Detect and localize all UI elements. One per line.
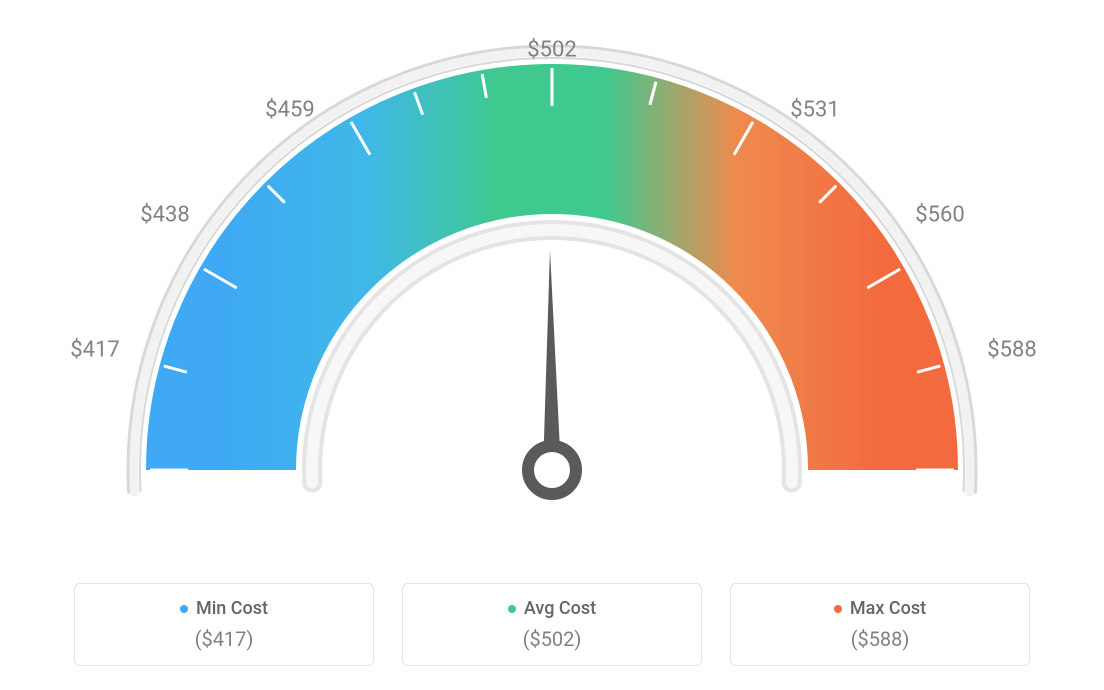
legend-card-min: Min Cost ($417) xyxy=(74,583,374,666)
legend-card-avg: Avg Cost ($502) xyxy=(402,583,702,666)
gauge-tick-label: $588 xyxy=(987,338,1036,363)
gauge-tick-label: $502 xyxy=(527,38,576,63)
legend-label-min: Min Cost xyxy=(91,598,357,619)
legend-label-avg: Avg Cost xyxy=(419,598,685,619)
gauge-svg xyxy=(40,20,1064,560)
dot-icon xyxy=(180,605,188,613)
gauge-tick-label: $438 xyxy=(140,203,189,228)
legend-label-avg-text: Avg Cost xyxy=(524,598,596,619)
legend-value-min: ($417) xyxy=(91,627,357,651)
legend-label-min-text: Min Cost xyxy=(196,598,268,619)
gauge-chart: $417 $438 $459 $502 $531 $560 $588 xyxy=(0,0,1104,560)
dot-icon xyxy=(508,605,516,613)
legend-value-avg: ($502) xyxy=(419,627,685,651)
legend-label-max-text: Max Cost xyxy=(850,598,926,619)
gauge-tick-label: $417 xyxy=(70,338,119,363)
legend-row: Min Cost ($417) Avg Cost ($502) Max Cost… xyxy=(0,563,1104,690)
legend-value-max: ($588) xyxy=(747,627,1013,651)
legend-card-max: Max Cost ($588) xyxy=(730,583,1030,666)
legend-label-max: Max Cost xyxy=(747,598,1013,619)
dot-icon xyxy=(834,605,842,613)
gauge-tick-label: $560 xyxy=(915,203,964,228)
gauge-tick-label: $459 xyxy=(265,98,314,123)
gauge-tick-label: $531 xyxy=(790,98,839,123)
